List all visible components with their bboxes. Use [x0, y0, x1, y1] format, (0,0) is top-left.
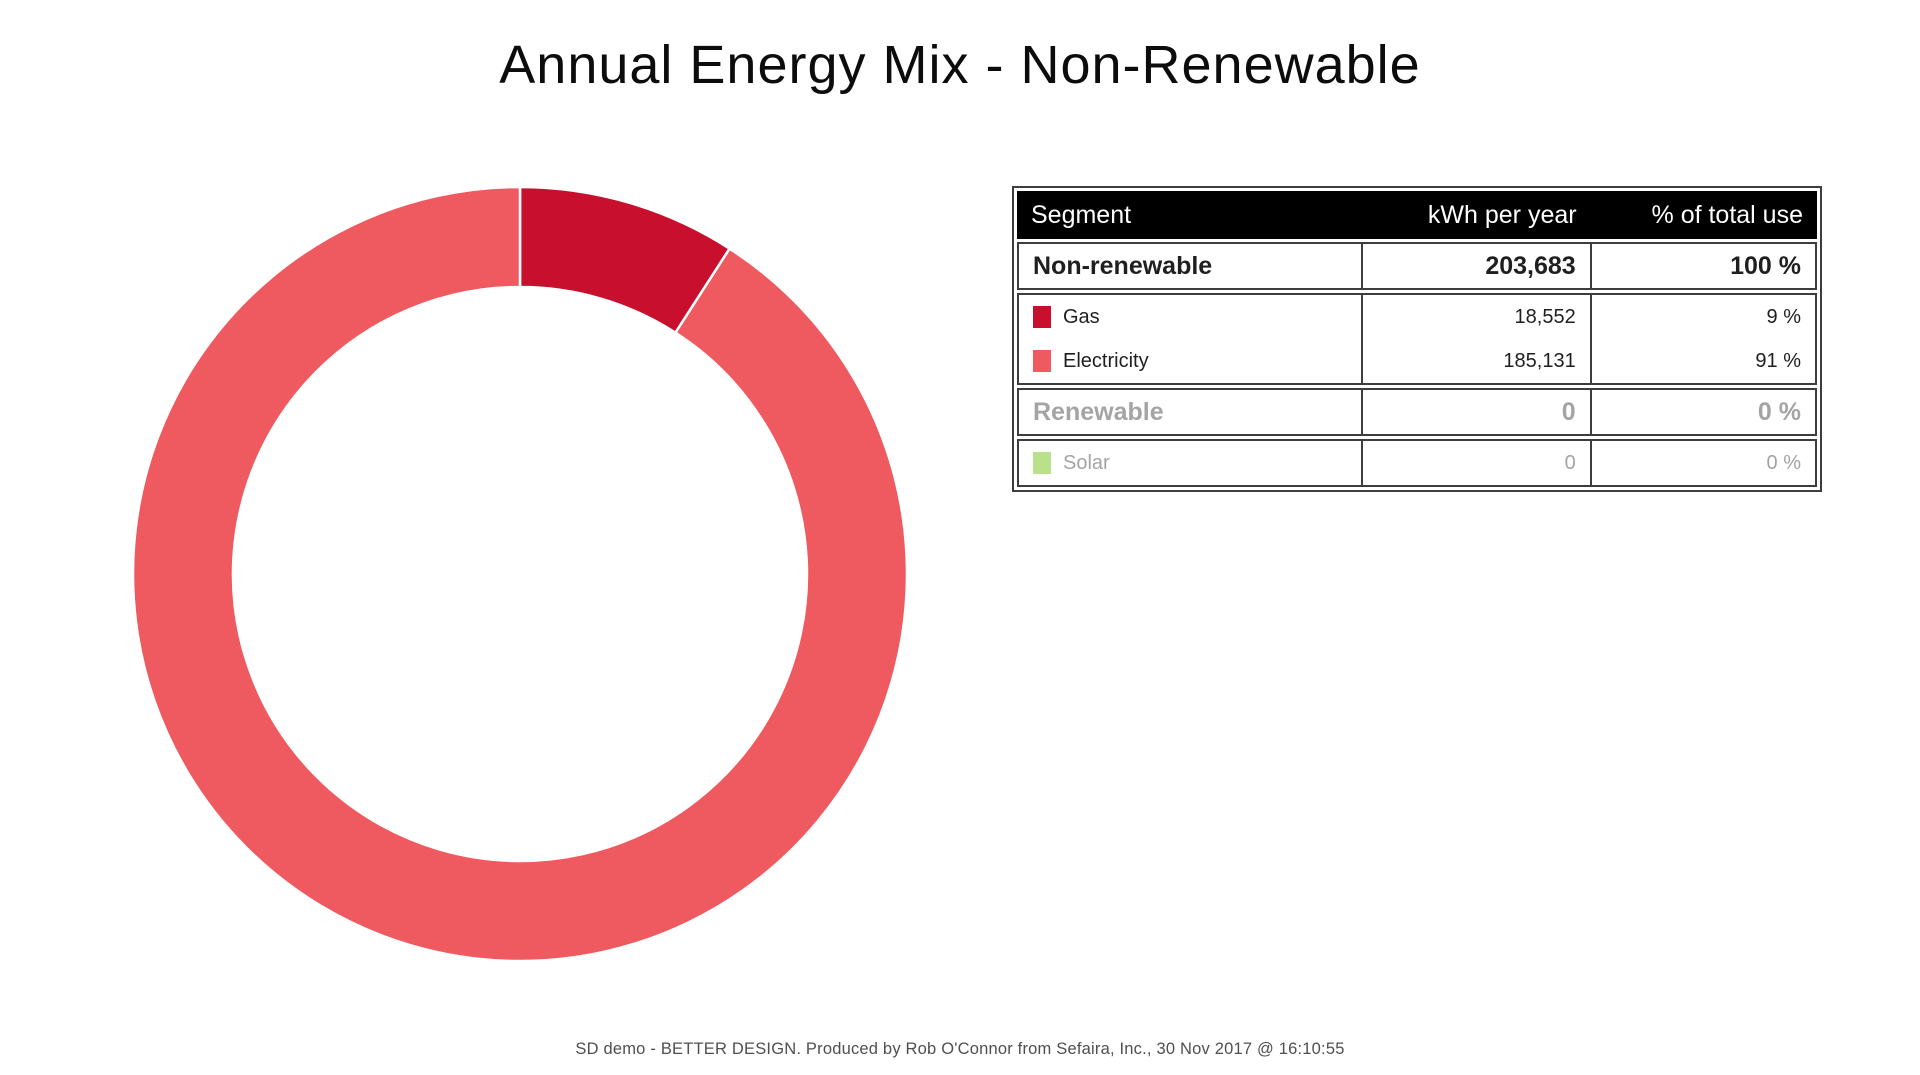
- electricity-legend-swatch: [1033, 350, 1051, 372]
- electricity-pct: 91 %: [1589, 339, 1815, 383]
- page-title: Annual Energy Mix - Non-Renewable: [499, 35, 1421, 95]
- gas-kwh: 18,552: [1361, 295, 1589, 339]
- solar-label: Solar: [1063, 451, 1110, 474]
- electricity-label-cell: Electricity: [1019, 339, 1361, 383]
- footer-attribution: SD demo - BETTER DESIGN. Produced by Rob…: [575, 1040, 1345, 1058]
- non-renewable-pct: 100 %: [1589, 244, 1815, 288]
- table-row-renewable: Renewable 0 0 %: [1019, 390, 1815, 434]
- table-row-non-renewable: Non-renewable 203,683 100 %: [1019, 244, 1815, 288]
- non-renewable-kwh: 203,683: [1361, 244, 1589, 288]
- non-renewable-total-section: Non-renewable 203,683 100 %: [1017, 242, 1817, 290]
- solar-label-cell: Solar: [1019, 441, 1361, 485]
- renewable-label: Renewable: [1033, 397, 1164, 426]
- table-row-gas: Gas 18,552 9 %: [1019, 295, 1815, 339]
- electricity-label: Electricity: [1063, 349, 1149, 372]
- table-row-electricity: Electricity 185,131 91 %: [1019, 339, 1815, 383]
- non-renewable-label: Non-renewable: [1033, 251, 1213, 280]
- solar-pct: 0 %: [1589, 441, 1815, 485]
- column-header-segment: Segment: [1031, 200, 1132, 229]
- gas-pct: 9 %: [1589, 295, 1815, 339]
- renewable-kwh: 0: [1361, 390, 1589, 434]
- donut-chart-container: [131, 185, 909, 963]
- donut-chart: [131, 185, 909, 963]
- solar-kwh: 0: [1361, 441, 1589, 485]
- gas-label-cell: Gas: [1019, 295, 1361, 339]
- solar-legend-swatch: [1033, 452, 1051, 474]
- donut-segment-electricity: [131, 185, 909, 963]
- electricity-kwh: 185,131: [1361, 339, 1589, 383]
- column-header-kwh-per-year: kWh per year: [1427, 200, 1577, 229]
- column-header-pct-of-total-use: % of total use: [1651, 200, 1803, 229]
- energy-mix-table: Segment kWh per year % of total use Non-…: [1012, 186, 1822, 492]
- renewable-fuels-section: Solar 0 0 %: [1017, 439, 1817, 487]
- table-header-row: Segment kWh per year % of total use: [1017, 191, 1817, 239]
- non-renewable-fuels-section: Gas 18,552 9 % Electricity 185,131 91 %: [1017, 293, 1817, 385]
- gas-legend-swatch: [1033, 306, 1051, 328]
- table-row-solar: Solar 0 0 %: [1019, 441, 1815, 485]
- renewable-total-section: Renewable 0 0 %: [1017, 388, 1817, 436]
- gas-label: Gas: [1063, 305, 1100, 328]
- renewable-pct: 0 %: [1589, 390, 1815, 434]
